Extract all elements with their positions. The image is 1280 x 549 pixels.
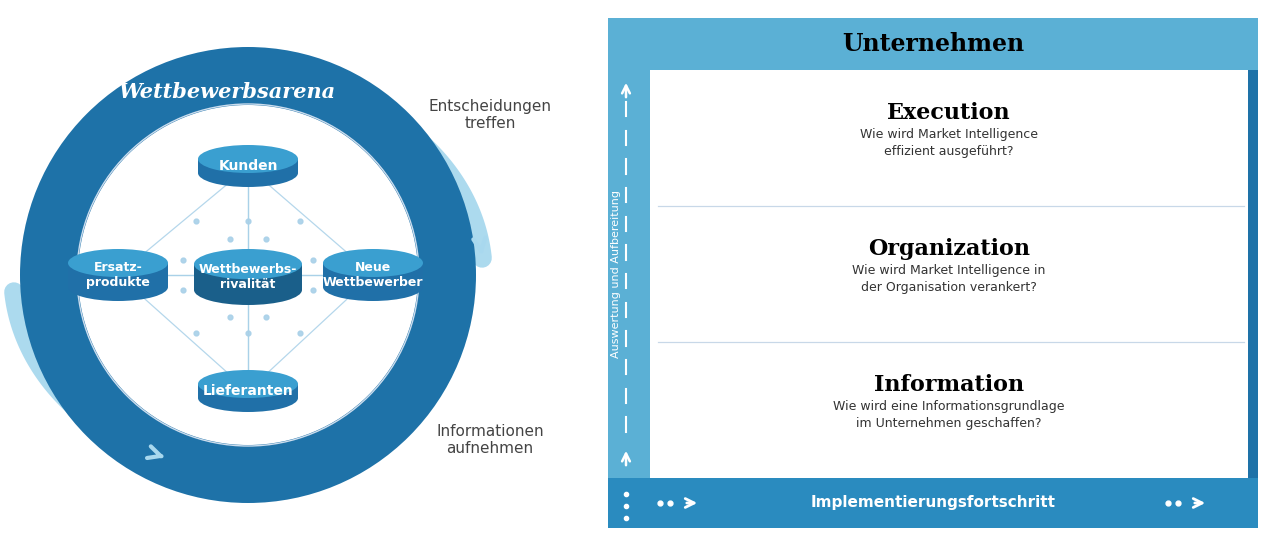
Text: Wie wird eine Informationsgrundlage
im Unternehmen geschaffen?: Wie wird eine Informationsgrundlage im U… <box>833 400 1065 430</box>
Text: Kunden: Kunden <box>219 159 278 173</box>
Bar <box>68 263 168 287</box>
Bar <box>650 70 1248 478</box>
Text: Wettbewerbs-
rivalität: Wettbewerbs- rivalität <box>198 263 297 291</box>
Ellipse shape <box>198 384 298 412</box>
Bar <box>1248 70 1258 478</box>
Bar <box>608 478 1258 528</box>
Text: Information: Information <box>874 374 1024 396</box>
Text: Unternehmen: Unternehmen <box>842 32 1024 56</box>
Text: Neue
Wettbewerber: Neue Wettbewerber <box>323 261 424 289</box>
Text: Wie wird Market Intelligence in
der Organisation verankert?: Wie wird Market Intelligence in der Orga… <box>852 264 1046 294</box>
Bar <box>195 264 302 290</box>
Bar <box>198 384 298 398</box>
Text: Organization: Organization <box>868 238 1030 260</box>
Ellipse shape <box>198 159 298 187</box>
Text: Execution: Execution <box>887 102 1011 124</box>
Ellipse shape <box>323 273 422 301</box>
Bar <box>198 159 298 173</box>
Ellipse shape <box>195 274 302 305</box>
Ellipse shape <box>20 47 476 503</box>
Ellipse shape <box>198 145 298 173</box>
Text: Ersatz-
produkte: Ersatz- produkte <box>86 261 150 289</box>
Ellipse shape <box>68 249 168 277</box>
Text: Implementierungsfortschritt: Implementierungsfortschritt <box>810 496 1056 511</box>
Text: Wie wird Market Intelligence
effizient ausgeführt?: Wie wird Market Intelligence effizient a… <box>860 128 1038 158</box>
Bar <box>323 263 422 287</box>
Text: Wettbewerbsarena: Wettbewerbsarena <box>119 82 337 102</box>
Ellipse shape <box>198 370 298 398</box>
Ellipse shape <box>68 273 168 301</box>
Text: Auswertung und Aufbereitung: Auswertung und Aufbereitung <box>611 190 621 358</box>
Ellipse shape <box>323 249 422 277</box>
Text: Entscheidungen
treffen: Entscheidungen treffen <box>429 99 552 131</box>
Ellipse shape <box>195 249 302 279</box>
Ellipse shape <box>78 105 419 445</box>
Bar <box>608 18 1258 528</box>
Text: Lieferanten: Lieferanten <box>202 384 293 398</box>
Text: Informationen
aufnehmen: Informationen aufnehmen <box>436 424 544 456</box>
